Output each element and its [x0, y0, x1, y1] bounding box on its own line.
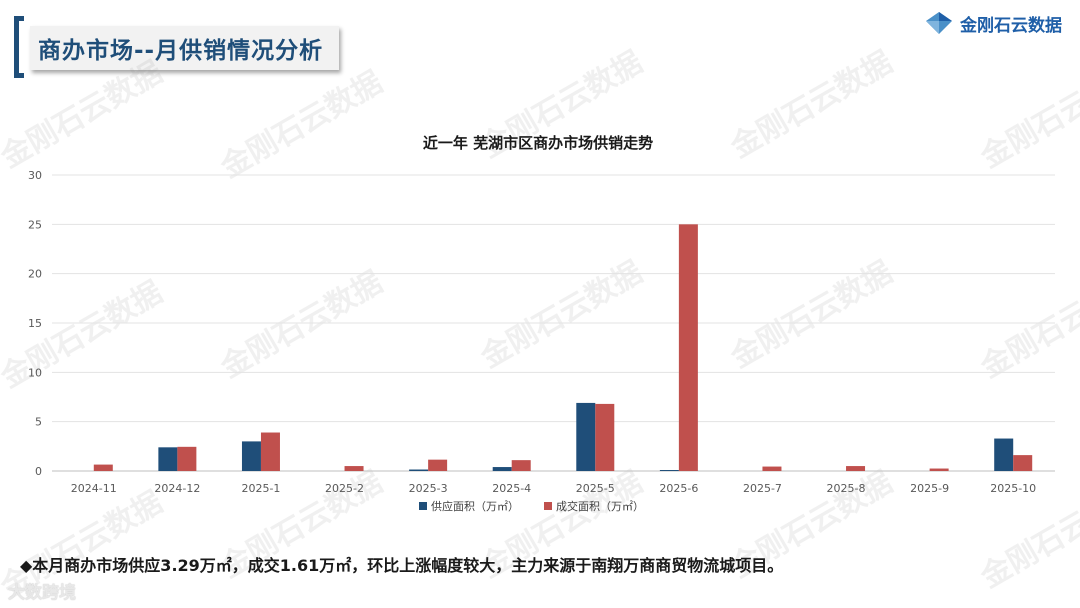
deal-bar [846, 466, 866, 471]
y-tick-label: 30 [28, 169, 42, 182]
supply-bar [241, 441, 261, 471]
chart-title: 近一年 芜湖市区商办市场供销走势 [423, 134, 653, 152]
y-tick-label: 5 [35, 416, 42, 429]
x-tick-label: 2025-9 [910, 482, 949, 495]
title-bracket [14, 16, 24, 78]
deal-bar [678, 224, 698, 471]
x-tick-label: 2025-8 [827, 482, 866, 495]
y-tick-label: 0 [35, 465, 42, 478]
deal-bar [428, 459, 448, 471]
supply-bar [659, 470, 679, 471]
x-tick-label: 2025-2 [325, 482, 364, 495]
deal-bar [762, 466, 782, 471]
legend-swatch-supply [419, 502, 427, 510]
supply-bar [158, 447, 178, 471]
footer-watermark: 大数跨境 [8, 583, 76, 603]
x-tick-label: 2025-10 [990, 482, 1036, 495]
deal-bar [595, 403, 615, 471]
page-title: 商办市场--月供销情况分析 [38, 38, 324, 64]
x-tick-label: 2025-3 [409, 482, 448, 495]
x-tick-label: 2025-1 [241, 482, 280, 495]
bars [93, 224, 1033, 471]
deal-bar [177, 446, 197, 471]
x-tick-label: 2025-4 [492, 482, 531, 495]
diamond-logo-icon [926, 12, 952, 34]
x-axis: 2024-11 2024-12 2025-1 2025-2 2025-3 2025-4 20… [71, 482, 1036, 495]
y-tick-label: 15 [28, 317, 42, 330]
y-tick-label: 10 [28, 366, 42, 379]
y-tick-label: 20 [28, 268, 42, 281]
legend-swatch-deal [544, 502, 552, 510]
x-tick-label: 2025-5 [576, 482, 615, 495]
x-tick-label: 2024-11 [71, 482, 117, 495]
supply-bar [409, 469, 429, 471]
chart-grid [52, 174, 1055, 472]
y-axis: 0 5 10 15 20 25 30 [28, 169, 42, 478]
logo-text: 金刚石云数据 [960, 15, 1062, 36]
deal-bar [511, 460, 531, 471]
supply-bar [994, 438, 1014, 471]
supply-bar [492, 467, 512, 471]
title-box: 商办市场--月供销情况分析 [30, 26, 340, 70]
x-tick-label: 2025-7 [743, 482, 782, 495]
supply-bar [576, 402, 596, 471]
legend-label: 供应面积（万㎡） [431, 499, 519, 513]
deal-bar [929, 468, 949, 471]
x-tick-label: 2024-12 [154, 482, 200, 495]
deal-bar [260, 432, 280, 471]
summary-text: ◆本月商办市场供应3.29万㎡，成交1.61万㎡，环比上涨幅度较大，主力来源于南… [20, 556, 784, 575]
deal-bar [344, 466, 364, 471]
deal-bar [1013, 455, 1033, 471]
legend: 供应面积（万㎡） 成交面积（万㎡） [419, 499, 644, 513]
deal-bar [93, 464, 113, 471]
x-tick-label: 2025-6 [659, 482, 698, 495]
y-tick-label: 25 [28, 218, 42, 231]
legend-label: 成交面积（万㎡） [556, 499, 644, 513]
logo: 金刚石云数据 [924, 10, 1062, 36]
